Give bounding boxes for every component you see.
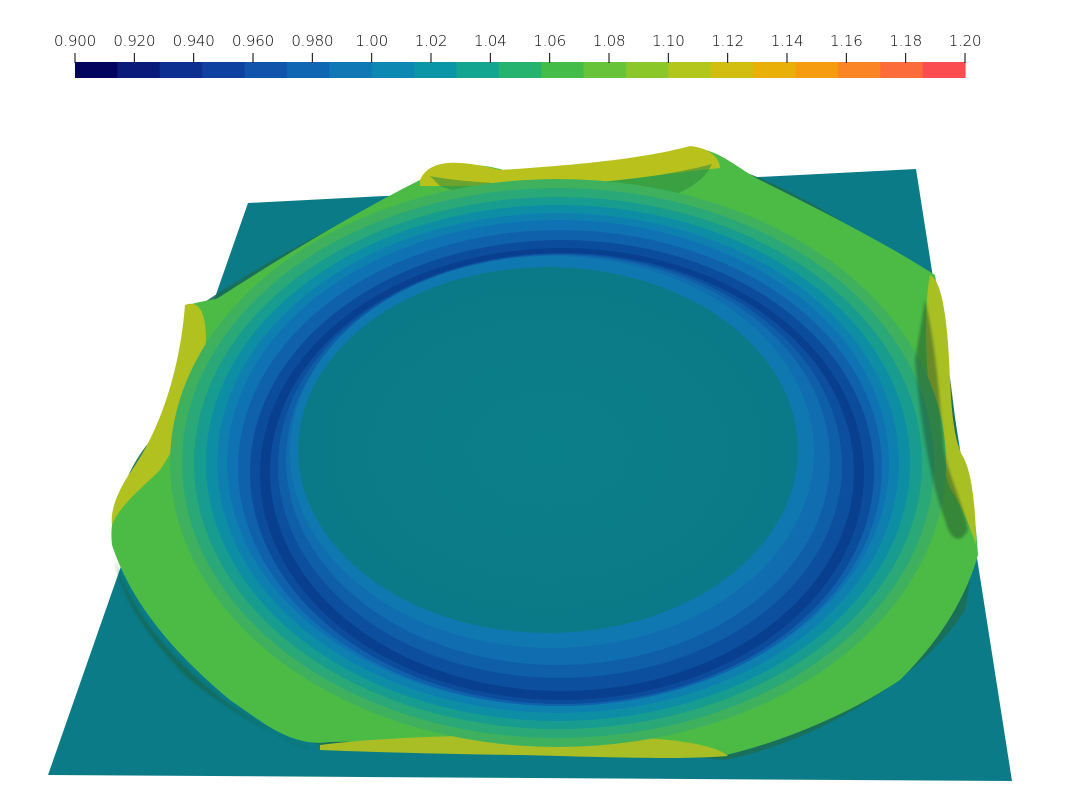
ridge-dark-shading-right bbox=[915, 300, 968, 539]
colorbar-band bbox=[414, 62, 458, 78]
colorbar-band bbox=[880, 62, 924, 78]
colorbar-band bbox=[837, 62, 881, 78]
tick-label-0: 0.900 bbox=[54, 32, 96, 50]
tick-label-3: 0.960 bbox=[232, 32, 274, 50]
colorbar-band bbox=[75, 62, 118, 78]
tick-label-4: 0.980 bbox=[291, 32, 334, 50]
colorbar-band bbox=[922, 62, 966, 78]
colorbar-bands bbox=[75, 62, 966, 78]
inner-plateau bbox=[298, 267, 798, 633]
colorbar-band bbox=[541, 62, 585, 78]
colorbar-band bbox=[456, 62, 500, 78]
colorbar-band bbox=[795, 62, 839, 78]
colorbar-band bbox=[625, 62, 669, 78]
tick-label-10: 1.10 bbox=[652, 32, 685, 50]
colorbar-band bbox=[159, 62, 203, 78]
tick-label-12: 1.14 bbox=[770, 32, 804, 50]
tick-label-15: 1.20 bbox=[948, 32, 982, 50]
tick-label-6: 1.02 bbox=[414, 32, 448, 50]
colorbar-band bbox=[498, 62, 542, 78]
colorbar-band bbox=[583, 62, 627, 78]
colorbar-band bbox=[329, 62, 373, 78]
colorbar-ticks bbox=[74, 53, 966, 63]
colorbar-band bbox=[371, 62, 415, 78]
tick-label-8: 1.06 bbox=[533, 32, 566, 50]
colorbar-band bbox=[202, 62, 246, 78]
colorbar-band bbox=[286, 62, 330, 78]
colorbar-band bbox=[244, 62, 288, 78]
tick-label-9: 1.08 bbox=[592, 32, 626, 50]
colorbar bbox=[74, 53, 966, 78]
peak-left bbox=[111, 303, 206, 525]
peak-right bbox=[925, 275, 976, 545]
tick-label-11: 1.12 bbox=[711, 32, 744, 50]
colorbar-tick-labels: 0.900 0.920 0.940 0.960 0.980 1.00 1.02 … bbox=[0, 30, 1082, 52]
colorbar-band bbox=[710, 62, 754, 78]
tick-label-14: 1.18 bbox=[889, 32, 922, 50]
colorbar-band bbox=[753, 62, 797, 78]
tick-label-7: 1.04 bbox=[474, 32, 507, 50]
colorbar-band bbox=[668, 62, 712, 78]
tick-label-1: 0.920 bbox=[113, 32, 156, 50]
tick-label-13: 1.16 bbox=[830, 32, 863, 50]
tick-label-5: 1.00 bbox=[355, 32, 388, 50]
tick-label-2: 0.940 bbox=[172, 32, 215, 50]
colorbar-band bbox=[117, 62, 161, 78]
peak-top bbox=[420, 146, 720, 186]
